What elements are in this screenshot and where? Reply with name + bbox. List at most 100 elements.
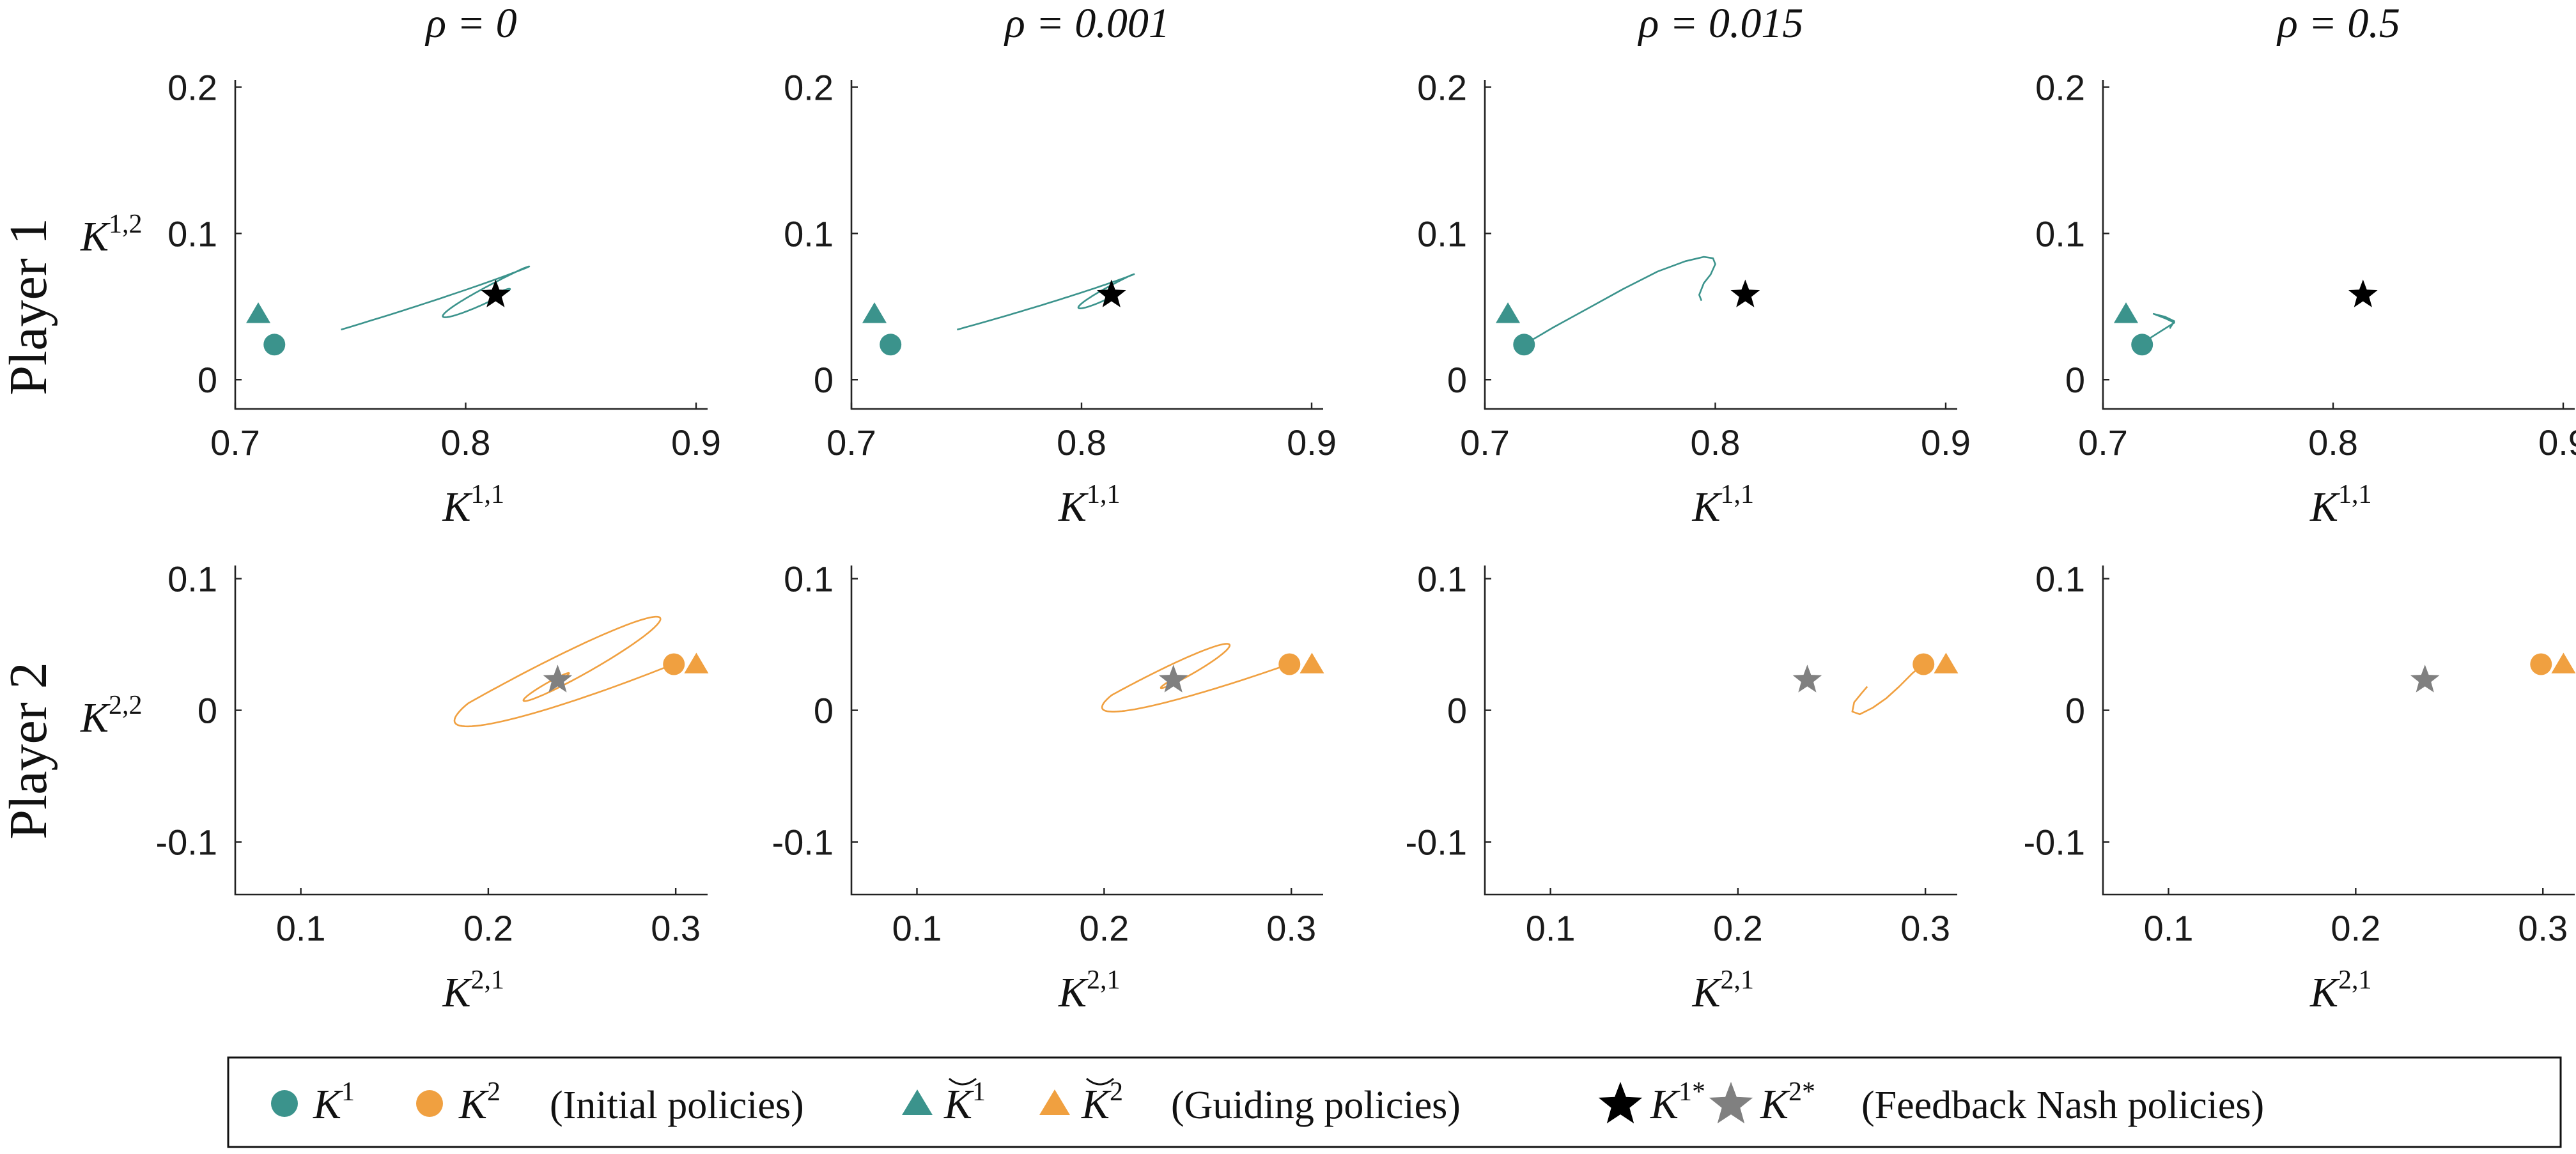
y-axis-label: K1,2 xyxy=(80,210,143,260)
x-tick-label: 0.1 xyxy=(276,908,326,948)
y-tick-label: 0 xyxy=(814,691,834,731)
x-tick-label: 0.2 xyxy=(1079,908,1129,948)
panel-title: ρ = 0.001 xyxy=(1004,0,1170,47)
x-tick-label: 0.8 xyxy=(441,422,491,463)
guiding-policy-marker xyxy=(1496,302,1521,323)
y-tick-label: 0.2 xyxy=(2035,67,2085,107)
y-tick-label: 0.2 xyxy=(1417,67,1467,107)
initial-policy-marker xyxy=(263,334,286,356)
axis-lines xyxy=(2102,565,2575,896)
x-axis-label: K2,1 xyxy=(1692,966,1755,1016)
x-axis-label: K1,1 xyxy=(1058,480,1121,530)
nash-policy-marker xyxy=(1158,665,1188,693)
initial-policy-marker xyxy=(1913,653,1935,675)
x-axis-label: K2,1 xyxy=(1058,966,1121,1016)
x-tick-label: 0.2 xyxy=(1713,908,1763,948)
panel-6: 0.1 0.2 0.3 -0.1 0 0.1 K2,1 xyxy=(772,559,1324,1016)
legend-guiding-k1-marker xyxy=(902,1089,933,1115)
y-tick-label: 0.1 xyxy=(784,559,834,599)
panel-title: ρ = 0.5 xyxy=(2276,0,2400,47)
x-tick-label: 0.7 xyxy=(1460,422,1510,463)
axis-lines xyxy=(1484,565,1957,896)
y-tick-label: 0 xyxy=(198,691,217,731)
trajectory-line xyxy=(1851,663,1925,716)
y-tick-label: 0.1 xyxy=(1417,213,1467,254)
panel-2: 0.7 0.8 0.9 0 0.1 0.2 ρ = 0.001 K1,1 xyxy=(784,0,1337,530)
legend-initial-text: (Initial policies) xyxy=(550,1084,804,1127)
legend-guiding-text: (Guiding policies) xyxy=(1171,1084,1461,1127)
y-tick-label: 0 xyxy=(198,360,217,400)
trajectory-line xyxy=(453,615,674,728)
x-axis-label: K1,1 xyxy=(1692,480,1755,530)
axis-lines xyxy=(850,80,1323,410)
guiding-policy-marker xyxy=(246,302,271,323)
x-tick-label: 0.3 xyxy=(651,908,701,948)
nash-policy-marker xyxy=(1730,279,1760,307)
legend-initial-k2-marker xyxy=(416,1090,443,1117)
initial-policy-marker xyxy=(1513,334,1535,356)
panel-title: ρ = 0.015 xyxy=(1638,0,1804,47)
axis-lines xyxy=(2102,80,2575,410)
panel-7: 0.1 0.2 0.3 -0.1 0 0.1 K2,1 xyxy=(1406,559,1959,1016)
nash-policy-marker xyxy=(2348,279,2378,307)
legend-guiding-k1-breve xyxy=(949,1077,977,1086)
guiding-policy-marker xyxy=(1934,652,1959,673)
y-tick-label: 0.2 xyxy=(167,67,217,107)
x-axis-label: K2,1 xyxy=(442,966,505,1016)
y-tick-label: 0.1 xyxy=(167,559,217,599)
legend-guiding-k2-symbol: K2 xyxy=(1081,1077,1123,1128)
y-tick-label: -0.1 xyxy=(156,822,218,863)
guiding-policy-marker xyxy=(2551,652,2576,673)
x-tick-label: 0.1 xyxy=(1526,908,1576,948)
legend-guiding-k2-breve xyxy=(1086,1077,1114,1086)
y-tick-label: 0.2 xyxy=(784,67,834,107)
trajectory-line xyxy=(2141,312,2175,346)
panel-1: 0.7 0.8 0.9 0 0.1 0.2 ρ = 0 K1,1 K1,2 xyxy=(80,0,721,530)
y-tick-label: 0 xyxy=(2065,691,2085,731)
legend-guiding-k1-symbol: K1 xyxy=(943,1077,986,1128)
initial-policy-marker xyxy=(2530,653,2552,675)
axis-lines xyxy=(1484,80,1957,410)
legend-nash-k2-symbol: K2* xyxy=(1760,1077,1815,1128)
y-tick-label: 0 xyxy=(814,360,834,400)
legend-guiding-k2-marker xyxy=(1039,1089,1070,1115)
legend-k2-symbol: K2 xyxy=(458,1077,500,1128)
x-axis-label: K2,1 xyxy=(2309,966,2372,1016)
legend-nash-k1-marker xyxy=(1598,1082,1643,1124)
y-tick-label: -0.1 xyxy=(1406,822,1468,863)
trajectory-line xyxy=(1101,643,1289,713)
initial-policy-marker xyxy=(880,334,902,356)
x-tick-label: 0.7 xyxy=(826,422,876,463)
y-tick-label: 0 xyxy=(1447,360,1467,400)
nash-policy-marker xyxy=(1792,665,1822,693)
initial-policy-marker xyxy=(1278,653,1301,675)
x-tick-label: 0.7 xyxy=(2078,422,2128,463)
panel-5: 0.1 0.2 0.3 -0.1 0 0.1 K2,1 K2,2 xyxy=(80,559,709,1016)
x-tick-label: 0.9 xyxy=(2538,422,2576,463)
row-label-player-2: Player 2 xyxy=(0,662,58,840)
y-tick-label: 0 xyxy=(2065,360,2085,400)
panels: 0.7 0.8 0.900.10.2ρ = 0K1,1K1,20.7 0.8 0.900… xyxy=(80,0,2576,1016)
initial-policy-marker xyxy=(663,653,685,675)
x-tick-label: 0.2 xyxy=(2331,908,2380,948)
y-tick-label: -0.1 xyxy=(2024,822,2086,863)
x-tick-label: 0.8 xyxy=(1057,422,1106,463)
guiding-policy-marker xyxy=(862,302,887,323)
axis-lines xyxy=(234,80,708,410)
x-tick-label: 0.9 xyxy=(1287,422,1337,463)
x-tick-label: 0.8 xyxy=(2308,422,2358,463)
x-tick-label: 0.9 xyxy=(1921,422,1971,463)
axis-lines xyxy=(234,565,708,896)
guiding-policy-marker xyxy=(1300,652,1324,673)
y-tick-label: 0.1 xyxy=(2035,213,2085,254)
legend-nash-k1-symbol: K1* xyxy=(1650,1077,1705,1128)
trajectory-line xyxy=(1523,256,1716,346)
y-axis-label: K2,2 xyxy=(80,691,143,741)
nash-policy-marker xyxy=(543,665,573,693)
y-tick-label: 0.1 xyxy=(167,213,217,254)
x-tick-label: 0.7 xyxy=(210,422,260,463)
legend-box xyxy=(227,1056,2562,1148)
x-tick-label: 0.3 xyxy=(1266,908,1316,948)
initial-policy-marker xyxy=(2131,334,2153,356)
